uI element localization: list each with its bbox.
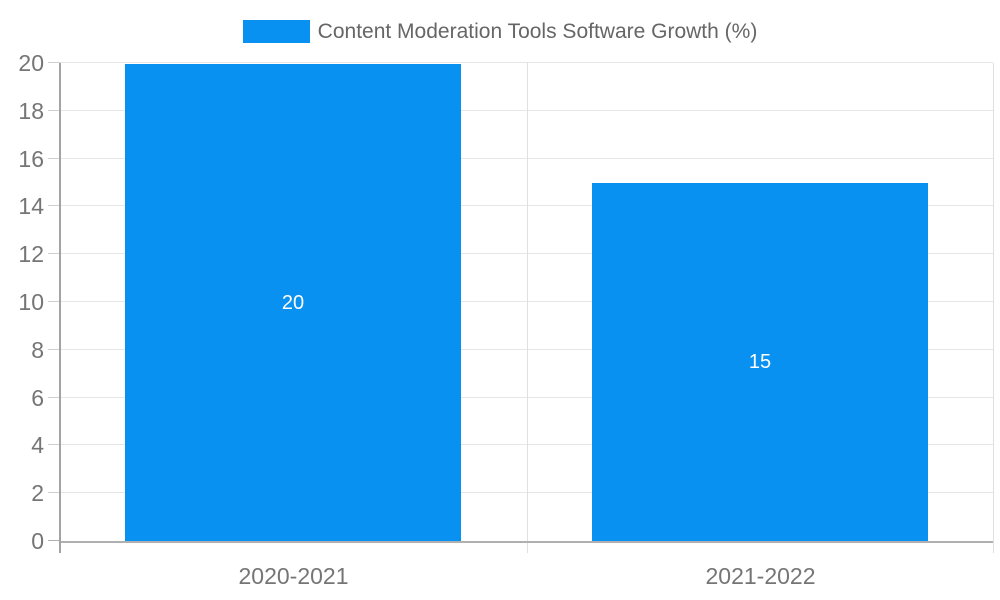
y-gridline <box>60 444 993 445</box>
y-axis-label: 6 <box>31 385 44 411</box>
y-tick <box>48 397 60 398</box>
y-gridline <box>60 397 993 398</box>
y-axis-line <box>59 63 61 553</box>
y-gridline <box>60 205 993 206</box>
y-axis-label: 16 <box>18 146 44 172</box>
y-tick <box>48 158 60 159</box>
y-tick <box>48 62 60 63</box>
y-gridline <box>60 253 993 254</box>
y-axis-label: 4 <box>31 432 44 458</box>
y-gridline <box>60 492 993 493</box>
bar-value-label: 20 <box>281 291 305 314</box>
legend-swatch <box>242 20 310 43</box>
y-axis-label: 14 <box>18 193 44 219</box>
x-axis-label: 2021-2022 <box>705 563 816 589</box>
x-axis-baseline <box>60 541 993 543</box>
x-gridline <box>527 63 528 553</box>
y-axis-label: 10 <box>18 289 44 315</box>
y-axis-label: 18 <box>18 98 44 124</box>
bar-value-label: 15 <box>748 351 772 373</box>
y-gridline <box>60 62 993 63</box>
y-tick <box>48 349 60 350</box>
bar-2020-2021[interactable]: 20 <box>125 64 461 541</box>
y-gridline <box>60 158 993 159</box>
y-gridline <box>60 349 993 350</box>
y-axis-label: 0 <box>31 528 44 554</box>
y-axis-label: 2 <box>31 480 44 506</box>
y-gridline <box>60 110 993 111</box>
y-axis-label: 12 <box>18 241 44 267</box>
y-tick <box>48 253 60 254</box>
legend-label: Content Moderation Tools Software Growth… <box>317 20 758 43</box>
bar-2021-2022[interactable]: 15 <box>592 183 928 541</box>
x-axis-label: 2020-2021 <box>238 563 349 589</box>
y-tick <box>48 205 60 206</box>
y-axis-label: 20 <box>18 50 44 76</box>
y-gridline <box>60 301 993 302</box>
legend[interactable]: Content Moderation Tools Software Growth… <box>0 18 1000 45</box>
y-tick <box>48 492 60 493</box>
y-tick <box>48 540 60 541</box>
y-tick <box>48 444 60 445</box>
y-axis-label: 8 <box>31 337 44 363</box>
x-gridline <box>993 63 994 553</box>
y-tick <box>48 301 60 302</box>
y-tick <box>48 110 60 111</box>
